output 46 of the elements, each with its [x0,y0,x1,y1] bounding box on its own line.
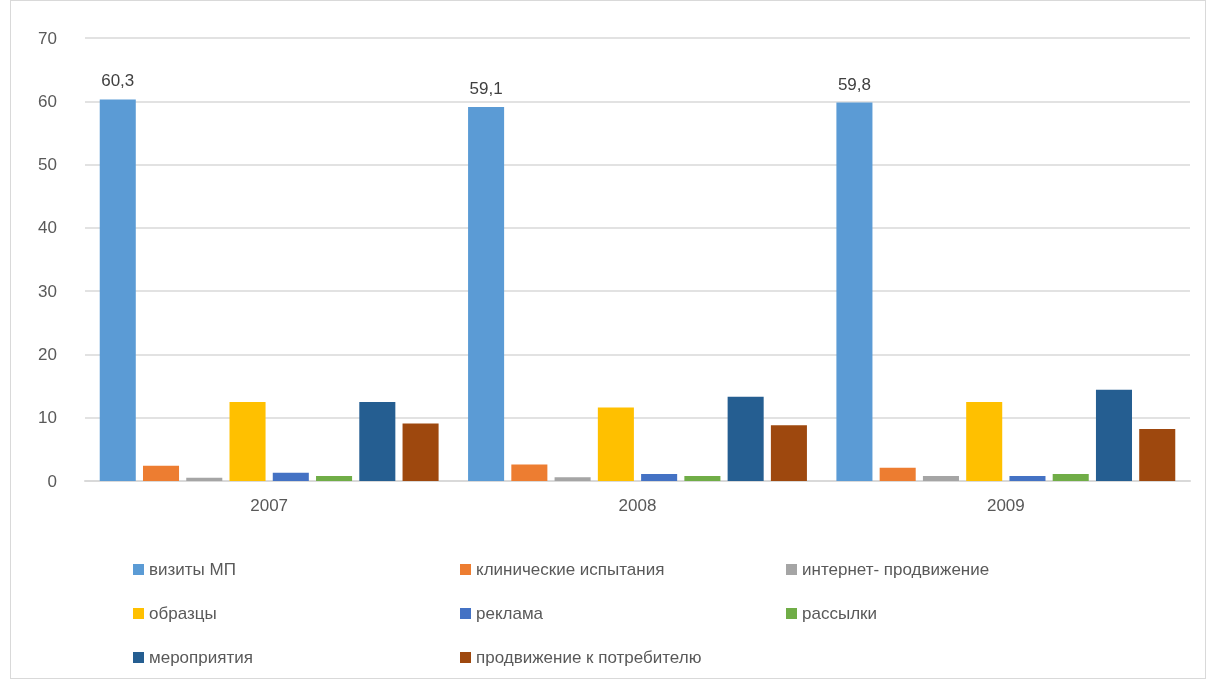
y-tick-label: 50 [38,155,57,175]
y-tick-label: 70 [38,28,57,48]
legend-label: клинические испытания [476,560,665,579]
bar [727,396,764,481]
y-tick-label: 60 [38,91,57,111]
bar [1009,475,1046,481]
bar [1052,474,1089,481]
bar [186,477,223,481]
y-tick-label: 30 [38,281,57,301]
y-tick-label: 20 [38,344,57,364]
legend-label: реклама [476,604,544,623]
bar [836,102,873,481]
bar [554,477,591,481]
bar [966,401,1003,481]
bar [359,401,396,481]
x-tick-label: 2009 [986,496,1025,515]
data-label: 60,3 [101,71,135,91]
bar [922,475,959,481]
x-tick-label: 2008 [618,496,657,515]
legend-label: образцы [149,604,217,623]
bar [229,401,266,481]
bar [468,106,505,481]
legend-label: мероприятия [149,648,253,667]
legend-label: интернет- продвижение [802,560,990,579]
data-label: 59,1 [469,78,503,98]
x-tick-label: 2007 [250,496,289,515]
bar [641,474,678,481]
legend-label: рассылки [802,604,877,623]
legend-label: визиты МП [149,560,236,579]
y-tick-label: 10 [38,408,57,428]
bar [99,99,136,481]
bar [1139,429,1176,481]
y-tick-label: 40 [38,218,57,238]
y-tick-label: 0 [47,471,57,491]
bar [142,465,180,481]
bar [770,425,807,481]
bar [684,475,721,481]
bar [511,464,548,481]
bar [402,423,439,481]
data-label: 59,8 [837,74,871,94]
bar [597,407,634,481]
bar [272,472,309,481]
legend-label: продвижение к потребителю [476,648,702,667]
bar [316,475,353,481]
bar [1095,389,1133,481]
bar [879,467,916,481]
